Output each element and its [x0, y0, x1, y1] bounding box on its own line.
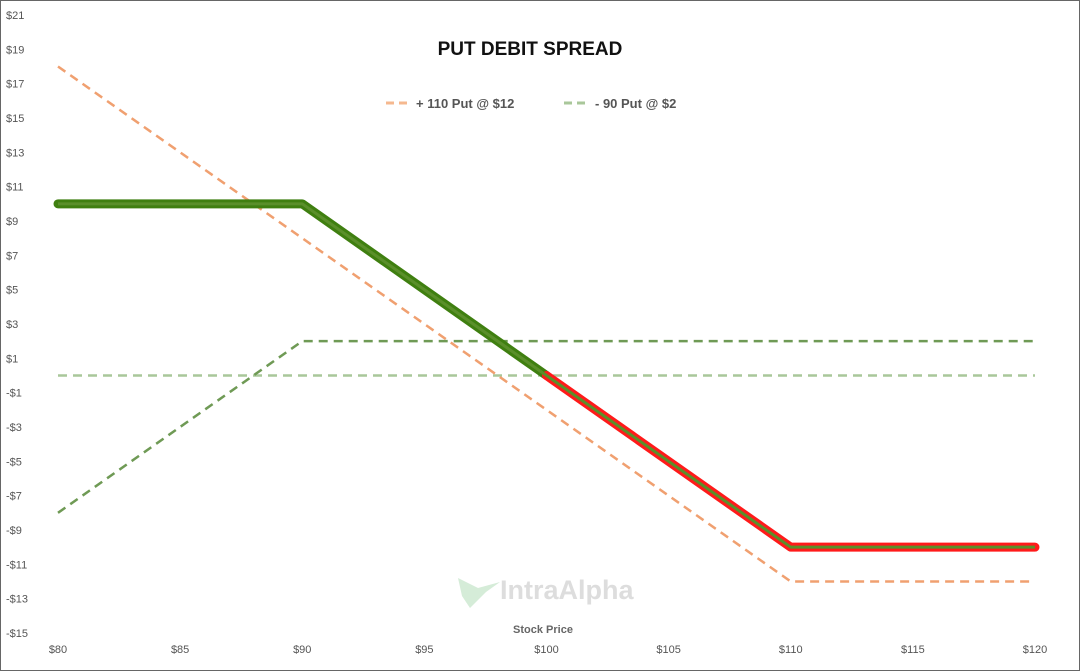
y-tick-label: -$13	[6, 594, 28, 606]
y-tick-label: $17	[6, 79, 24, 91]
y-tick-label: $9	[6, 216, 18, 228]
x-tick-label: $110	[779, 644, 803, 656]
y-tick-label: -$15	[6, 628, 28, 640]
x-tick-label: $100	[534, 644, 558, 656]
y-tick-label: $7	[6, 250, 18, 262]
y-tick-label: $21	[6, 10, 24, 22]
y-tick-label: -$1	[6, 388, 22, 400]
legend-label-long-put: + 110 Put @ $12	[416, 96, 514, 111]
series-short-put-line	[57, 339, 1035, 514]
y-tick-label: -$11	[6, 559, 27, 571]
chart-title: PUT DEBIT SPREAD	[438, 39, 623, 60]
y-tick-label: $5	[6, 285, 18, 297]
hummingbird-logo-icon	[458, 578, 500, 608]
y-tick-label: $11	[6, 182, 24, 194]
legend-label-short-put: - 90 Put @ $2	[595, 96, 676, 111]
y-tick-label: -$3	[6, 422, 22, 434]
spread-center-line	[58, 202, 1035, 549]
spread-profit-line	[53, 199, 551, 380]
series-long-put-line	[57, 65, 1035, 583]
x-tick-label: $80	[49, 644, 67, 656]
watermark-text: IntraAlpha	[500, 575, 634, 605]
x-tick-label: $85	[171, 644, 189, 656]
x-tick-label: $105	[656, 644, 680, 656]
x-tick-label: $90	[293, 644, 311, 656]
x-tick-label: $120	[1023, 644, 1047, 656]
watermark: IntraAlpha	[458, 575, 634, 608]
x-tick-label: $115	[901, 644, 925, 656]
y-tick-label: -$7	[6, 491, 22, 503]
x-tick-label: $95	[415, 644, 433, 656]
y-tick-label: $13	[6, 147, 24, 159]
y-tick-label: $3	[6, 319, 18, 331]
y-tick-label: $19	[6, 44, 24, 56]
x-axis-label: Stock Price	[513, 624, 573, 636]
legend: + 110 Put @ $12 - 90 Put @ $2	[386, 96, 676, 111]
y-tick-label: -$5	[6, 456, 22, 468]
y-tick-label: $1	[6, 353, 18, 365]
y-tick-label: -$9	[6, 525, 22, 537]
spread-loss-line	[542, 371, 1040, 552]
y-tick-label: $15	[6, 113, 24, 125]
